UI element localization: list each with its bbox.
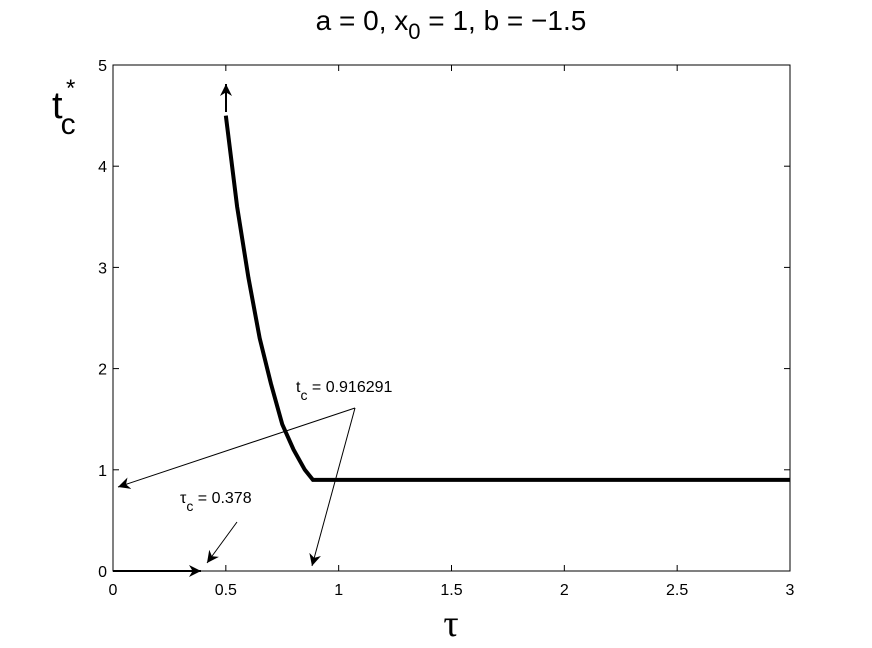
annotation-subscript: c [186,498,193,514]
title-text: = 1, b = −1.5 [421,5,587,36]
y-label-subscript: c [61,108,76,141]
annotation-text: = 0.378 [193,490,251,507]
annotation: τc = 0.378 [180,490,252,514]
y-tick-label: 4 [98,159,107,176]
annotation: tc = 0.916291 [296,379,393,403]
x-tick-label: 0.5 [215,582,237,599]
x-tick-label: 3 [786,582,795,599]
annotation-text: τ [180,490,187,507]
y-axis-label: tc * [52,75,76,141]
arrow [117,407,356,489]
arrow [309,407,356,567]
x-tick-label: 0 [109,582,118,599]
x-tick-label: 2 [560,582,569,599]
y-tick-label: 2 [98,362,107,379]
y-tick-label: 3 [98,260,107,277]
x-tick-label: 2.5 [666,582,688,599]
y-tick-label: 5 [98,58,107,75]
x-tick-label: 1 [334,582,343,599]
annotation-subscript: c [300,387,307,403]
y-label-superscript: * [66,75,75,102]
title-subscript: 0 [408,19,420,44]
arrow [206,521,238,564]
x-axis-label: τ [443,603,458,645]
annotation-arrows [113,84,356,577]
y-tick-label: 0 [98,564,107,581]
annotation-text: = 0.916291 [307,379,392,396]
x-tick-label: 1.5 [440,582,462,599]
annotation-text: t [296,379,301,396]
y-label-base: t [52,85,63,127]
chart-title: a = 0, x0 = 1, b = −1.5 [316,5,587,44]
data-line [223,115,790,482]
title-text: a = 0, x [316,5,409,36]
y-tick-label: 1 [98,463,107,480]
